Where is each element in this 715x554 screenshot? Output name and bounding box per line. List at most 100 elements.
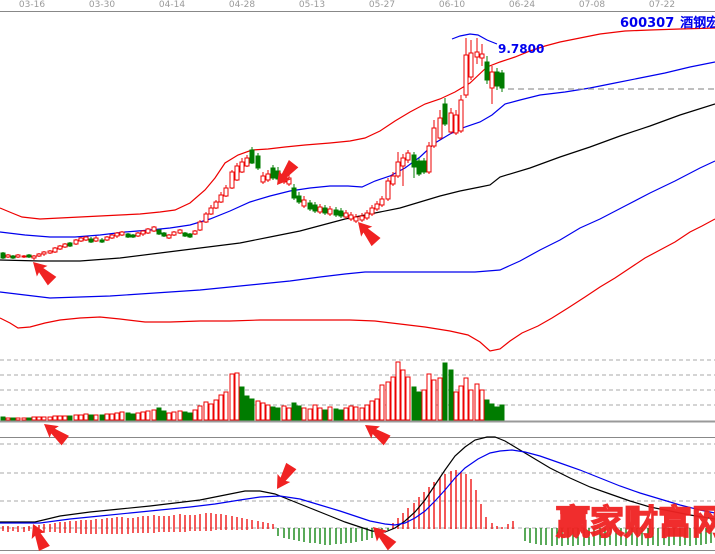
- volume-bar: [411, 386, 417, 421]
- candle-body: [192, 230, 198, 235]
- volume-bar: [484, 399, 490, 421]
- volume-bar: [296, 405, 302, 421]
- volume-bar: [333, 408, 339, 421]
- candle-body: [73, 239, 79, 245]
- volume-bar: [21, 417, 27, 421]
- volume-bar: [239, 386, 245, 421]
- volume-bar: [135, 412, 141, 421]
- date-label: 07-08: [578, 0, 606, 10]
- volume-bar: [281, 405, 287, 421]
- volume-bar: [130, 413, 136, 421]
- date-label: 06-24: [508, 0, 536, 10]
- volume-bar: [177, 410, 183, 421]
- volume-bar: [307, 408, 313, 421]
- volume-bar: [234, 372, 240, 421]
- volume-bar: [145, 410, 151, 421]
- stock-code: 600307: [620, 16, 675, 31]
- volume-bar: [426, 373, 432, 421]
- volume-bar: [36, 416, 42, 421]
- volume-bar: [322, 409, 328, 421]
- candle-body: [109, 234, 115, 239]
- date-label: 05-13: [298, 0, 326, 10]
- volume-bar: [218, 394, 224, 421]
- volume-bar: [166, 412, 172, 421]
- volume-bar: [468, 389, 474, 421]
- volume-bar: [353, 406, 359, 421]
- candle-body: [234, 165, 240, 181]
- volume-bar: [26, 417, 32, 421]
- candle-body: [213, 201, 219, 209]
- date-label: 04-14: [158, 0, 186, 10]
- volume-bar: [348, 405, 354, 421]
- volume-bar: [390, 376, 396, 421]
- date-label: 07-22: [648, 0, 676, 10]
- volume-bar: [161, 410, 167, 421]
- candle-body: [364, 212, 370, 219]
- candle-body: [239, 161, 245, 173]
- candle-body: [411, 154, 417, 168]
- band-upper-red: [0, 27, 715, 220]
- date-label: 05-27: [368, 0, 396, 10]
- volume-bar: [431, 379, 437, 421]
- candle-body: [21, 255, 27, 258]
- candle-body: [0, 252, 6, 259]
- volume-bar: [223, 391, 229, 421]
- candle-body: [156, 229, 162, 235]
- volume-bar: [317, 407, 323, 421]
- candle-body: [57, 245, 63, 250]
- candle-body: [244, 157, 250, 167]
- volume-bar: [140, 411, 146, 421]
- volume-bar: [52, 415, 58, 421]
- band-upper-blue: [0, 61, 715, 238]
- candle-body: [296, 195, 302, 203]
- candle-body: [36, 253, 42, 257]
- candle-body: [197, 221, 203, 231]
- candle-body: [166, 234, 172, 239]
- volume-bar: [88, 414, 94, 421]
- band-lower-blue: [0, 160, 715, 299]
- volume-bar: [109, 413, 115, 421]
- candle-body: [390, 175, 396, 185]
- volume-bar: [369, 400, 375, 421]
- volume-bar: [57, 415, 63, 421]
- annotation-arrow: [277, 462, 297, 489]
- candle-body: [31, 255, 37, 259]
- volume-bar: [255, 400, 261, 421]
- candle-body: [369, 207, 375, 215]
- volume-bar: [437, 377, 443, 421]
- volume-bar: [151, 409, 157, 421]
- candle-body: [359, 215, 365, 221]
- candle-body: [489, 71, 495, 89]
- volume-bar: [156, 407, 162, 421]
- volume-bar: [31, 416, 37, 421]
- annotation-arrow: [44, 424, 69, 446]
- volume-bar: [338, 409, 344, 421]
- candle-body: [260, 175, 266, 183]
- date-label: 06-10: [438, 0, 466, 10]
- volume-bar: [244, 395, 250, 421]
- volume-bar: [448, 369, 454, 421]
- candle-body: [343, 212, 349, 218]
- candle-body: [218, 194, 224, 203]
- candle-body: [187, 233, 193, 238]
- candle-body: [93, 237, 99, 242]
- volume-bar: [270, 406, 276, 421]
- candle-body: [5, 254, 11, 258]
- candle-body: [67, 242, 73, 247]
- volume-bar: [291, 402, 297, 421]
- volume-bar: [187, 412, 193, 421]
- volume-bar: [62, 415, 68, 421]
- volume-bar: [474, 383, 480, 421]
- volume-bar: [275, 407, 281, 421]
- volume-bar: [421, 389, 427, 421]
- volume-bar: [114, 412, 120, 421]
- candle-body: [463, 54, 469, 96]
- candle-body: [416, 160, 422, 175]
- price-label: 9.7800: [498, 42, 545, 56]
- volume-bar: [41, 416, 47, 421]
- volume-bar: [182, 411, 188, 421]
- peak-blue-spike: [451, 33, 498, 45]
- volume-bar: [343, 407, 349, 421]
- volume-bar: [312, 404, 318, 421]
